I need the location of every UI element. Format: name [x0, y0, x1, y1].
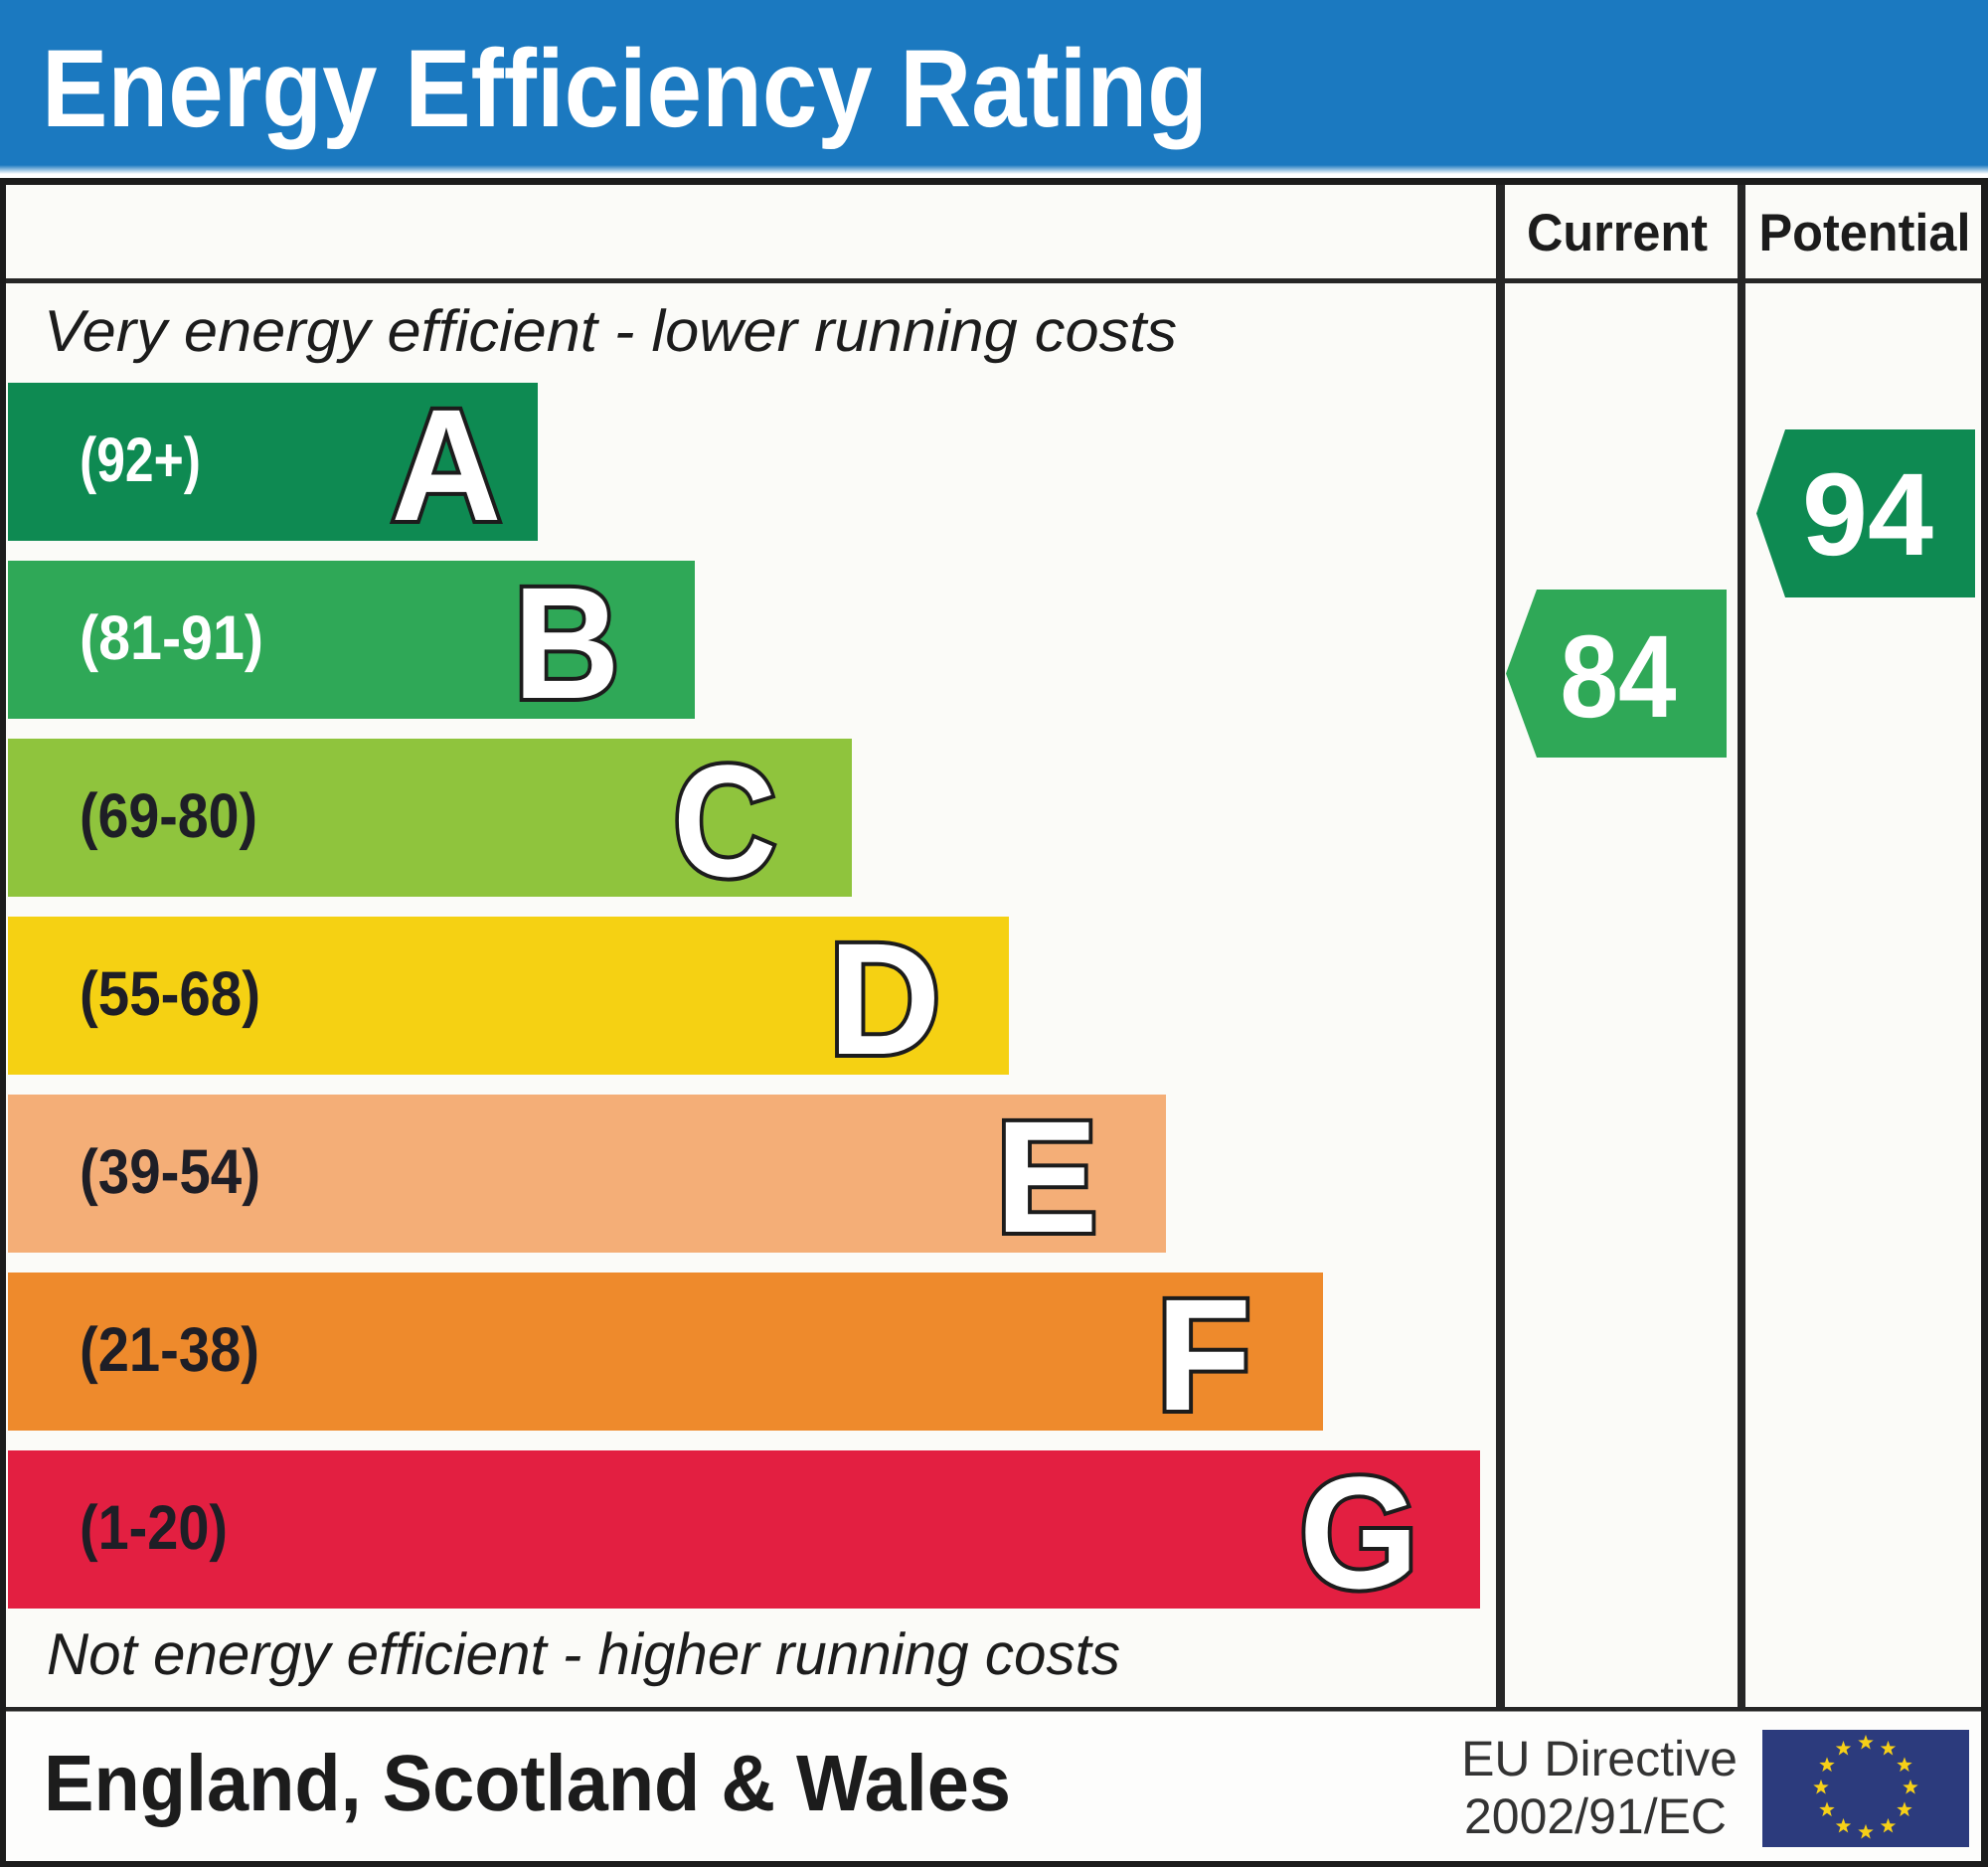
- svg-text:84: 84: [1561, 611, 1677, 743]
- svg-text:G: G: [1299, 1443, 1418, 1621]
- svg-text:(55-68): (55-68): [80, 959, 260, 1029]
- svg-text:(39-54): (39-54): [80, 1137, 260, 1207]
- svg-text:2002/91/EC: 2002/91/EC: [1464, 1788, 1727, 1844]
- svg-text:(69-80): (69-80): [80, 781, 257, 851]
- svg-text:94: 94: [1802, 449, 1933, 581]
- svg-text:(21-38): (21-38): [80, 1315, 259, 1385]
- svg-text:E: E: [996, 1088, 1098, 1266]
- svg-text:(81-91): (81-91): [80, 603, 263, 673]
- svg-text:Not energy efficient - higher: Not energy efficient - higher running co…: [47, 1621, 1120, 1687]
- svg-text:Energy Efficiency Rating: Energy Efficiency Rating: [42, 27, 1208, 150]
- svg-text:B: B: [514, 554, 620, 732]
- svg-text:Current: Current: [1527, 204, 1708, 262]
- svg-text:(1-20): (1-20): [80, 1493, 228, 1563]
- svg-text:Very energy efficient - lower: Very energy efficient - lower running co…: [44, 298, 1177, 364]
- svg-text:F: F: [1156, 1266, 1251, 1443]
- svg-text:C: C: [673, 732, 776, 910]
- svg-text:D: D: [829, 910, 941, 1088]
- svg-text:EU Directive: EU Directive: [1461, 1731, 1738, 1786]
- svg-text:England, Scotland & Wales: England, Scotland & Wales: [44, 1739, 1011, 1827]
- svg-text:(92+): (92+): [80, 425, 201, 495]
- svg-text:A: A: [392, 376, 502, 554]
- svg-text:Potential: Potential: [1759, 204, 1971, 262]
